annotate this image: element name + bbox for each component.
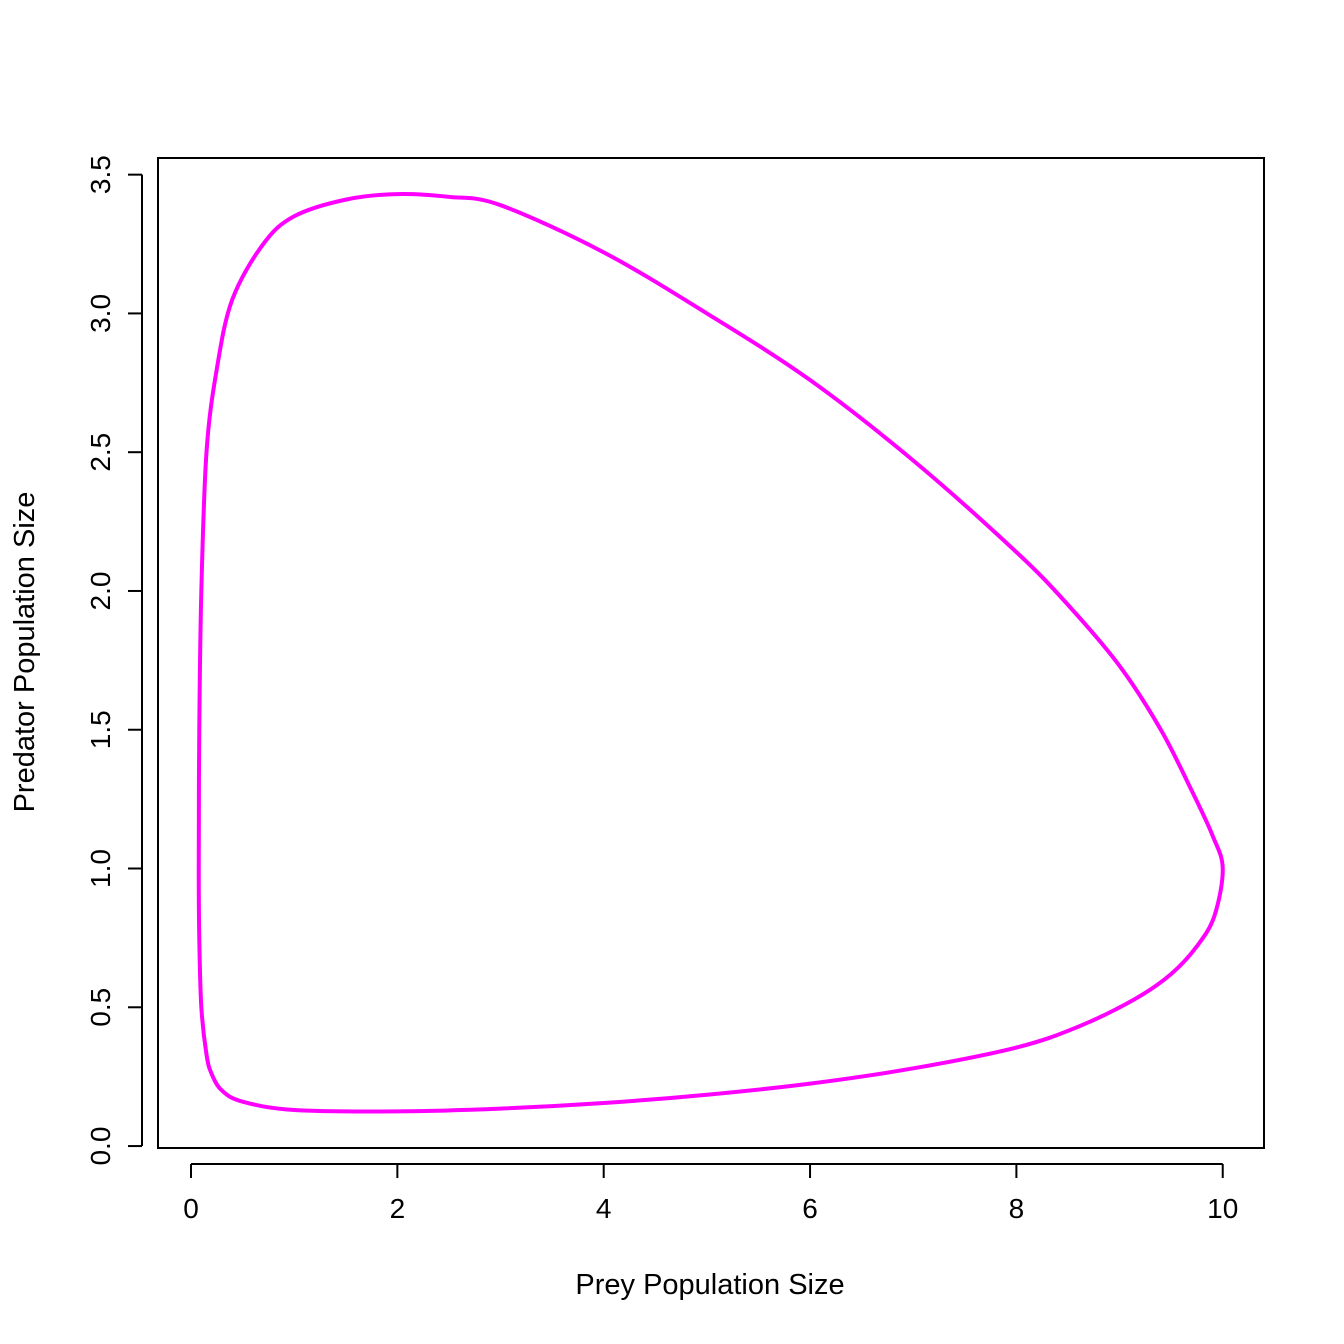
x-tick-label: 4 — [596, 1193, 612, 1224]
y-axis: 0.0 0.5 1.0 1.5 2.0 2.5 3.0 3.5 — [85, 155, 143, 1166]
y-axis-label: Predator Population Size — [9, 492, 41, 813]
y-tick-label: 2.5 — [85, 433, 116, 472]
x-axis: 0 2 4 6 8 10 — [183, 1163, 1238, 1224]
x-tick-label: 8 — [1009, 1193, 1025, 1224]
series-line — [196, 191, 1225, 1114]
y-tick-label: 0.0 — [85, 1127, 116, 1166]
y-tick-label: 3.0 — [85, 294, 116, 333]
x-tick-label: 0 — [183, 1193, 199, 1224]
y-tick-label: 1.0 — [85, 849, 116, 888]
x-tick-label: 6 — [802, 1193, 818, 1224]
y-tick-label: 3.5 — [85, 155, 116, 194]
plot-frame — [157, 157, 1265, 1149]
series-layer — [196, 191, 1225, 1114]
y-tick-label: 1.5 — [85, 710, 116, 749]
x-tick-label: 10 — [1207, 1193, 1238, 1224]
x-tick-label: 2 — [390, 1193, 406, 1224]
x-axis-label: Prey Population Size — [575, 1269, 844, 1301]
y-tick-label: 0.5 — [85, 988, 116, 1027]
y-tick-label: 2.0 — [85, 572, 116, 611]
